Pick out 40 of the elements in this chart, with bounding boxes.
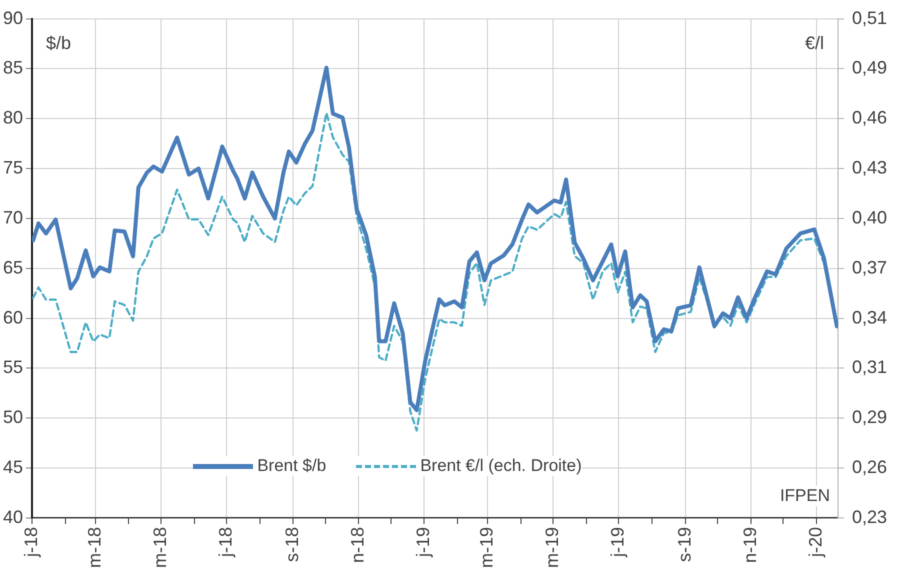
x-tick-label: s-19 <box>674 526 694 562</box>
y2-tick-label: 0,49 <box>852 58 888 78</box>
x-tick-label: j-18 <box>20 526 41 558</box>
y-tick-label: 55 <box>2 357 24 378</box>
y-tick-label: 75 <box>2 158 24 178</box>
y2-tick-label: 0,26 <box>852 457 888 478</box>
y2-tick-label: 0,40 <box>852 207 888 228</box>
x-tick-label: m-18 <box>84 526 104 568</box>
x-tick-label: m-19 <box>476 526 497 568</box>
x-tick-label: j-19 <box>413 526 434 558</box>
y2-tick-label: 0,46 <box>852 108 888 128</box>
annotation: IFPEN <box>780 486 830 506</box>
y-tick-label: 40 <box>2 506 24 527</box>
y-tick-label: 45 <box>2 457 24 478</box>
legend-label: Brent $/b <box>257 456 326 476</box>
y-tick-label: 65 <box>2 257 24 278</box>
x-tick-label: j-18 <box>215 526 236 558</box>
y-tick-label: 80 <box>2 108 24 128</box>
y2-axis-title: €/l <box>804 32 824 54</box>
y2-tick-label: 0,29 <box>852 407 888 428</box>
x-tick-label: m-18 <box>150 526 170 568</box>
y-tick-label: 70 <box>2 207 24 228</box>
x-tick-label: m-19 <box>542 526 562 568</box>
y2-tick-label: 0,23 <box>852 506 888 527</box>
y2-tick-label: 0,43 <box>852 158 888 178</box>
y-tick-label: 60 <box>2 307 24 328</box>
x-tick-label: s-18 <box>282 526 302 562</box>
y-tick-label: 85 <box>2 58 24 78</box>
x-tick-label: j-20 <box>805 526 826 558</box>
x-tick-label: n-18 <box>348 526 368 564</box>
x-tick-label: n-19 <box>740 526 760 564</box>
legend-label: Brent €/l (ech. Droite) <box>420 456 582 476</box>
y-tick-label: 90 <box>2 8 24 28</box>
y2-tick-label: 0,37 <box>852 257 888 278</box>
y-tick-label: 50 <box>2 407 24 428</box>
y2-tick-label: 0,34 <box>852 307 888 328</box>
y2-tick-label: 0,51 <box>852 8 888 28</box>
y2-tick-label: 0,31 <box>852 357 888 378</box>
y-axis-title: $/b <box>46 32 72 54</box>
x-tick-label: j-19 <box>608 526 628 558</box>
